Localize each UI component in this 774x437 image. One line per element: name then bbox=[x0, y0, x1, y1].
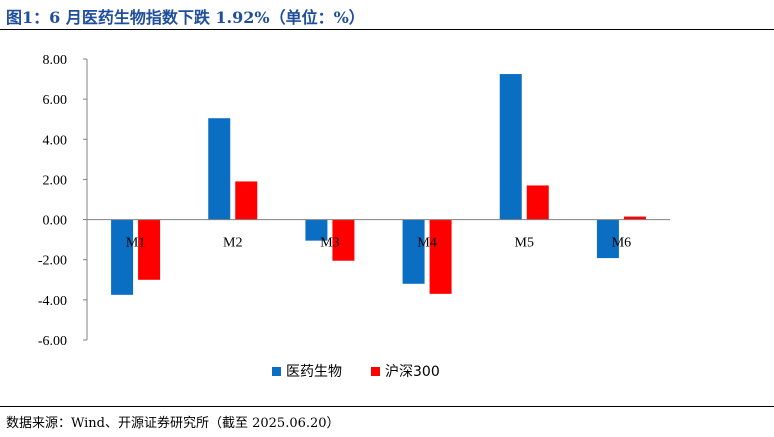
bar-series2-M4 bbox=[429, 219, 452, 294]
y-tick-label: 4.00 bbox=[43, 133, 68, 148]
x-tick-label: M4 bbox=[417, 236, 436, 251]
x-tick-label: M1 bbox=[126, 236, 145, 251]
y-tick-label: -4.00 bbox=[38, 294, 67, 309]
y-tick-label: -6.00 bbox=[38, 334, 67, 349]
bar-series1-M3 bbox=[305, 219, 328, 241]
bar-series2-M2 bbox=[235, 181, 258, 220]
bar-series2-M1 bbox=[138, 219, 161, 280]
y-tick-label: 6.00 bbox=[43, 93, 68, 108]
bar-series1-M1 bbox=[111, 219, 134, 295]
y-tick-label: -2.00 bbox=[38, 254, 67, 269]
y-tick-label: 0.00 bbox=[43, 214, 68, 229]
x-axis: M1 M2 M3 M4 M5 M6 bbox=[87, 219, 670, 251]
y-tick-label: 2.00 bbox=[43, 173, 68, 188]
y-axis: 8.00 6.00 4.00 2.00 0.00 -2.00 -4.00 -6.00 bbox=[38, 53, 88, 349]
bar-chart: 8.00 6.00 4.00 2.00 0.00 -2.00 -4.00 -6.00 M1 M2… bbox=[38, 53, 670, 380]
bar-series1-M6 bbox=[596, 219, 619, 259]
bottom-divider bbox=[0, 406, 774, 407]
legend-label-1: 医药生物 bbox=[286, 364, 342, 380]
chart-title: 图1：6 月医药生物指数下跌 1.92%（单位：%） bbox=[6, 8, 365, 27]
x-tick-label: M6 bbox=[612, 236, 631, 251]
bar-series2-M6 bbox=[623, 216, 646, 220]
legend-swatch-2 bbox=[371, 367, 380, 376]
bar-series2-M3 bbox=[332, 219, 355, 261]
x-tick-label: M5 bbox=[515, 236, 534, 251]
source-note: 数据来源：Wind、开源证券研究所（截至 2025.06.20） bbox=[6, 416, 340, 431]
legend-label-2: 沪深300 bbox=[385, 364, 440, 380]
bar-series1-M5 bbox=[499, 74, 522, 220]
top-divider bbox=[0, 29, 774, 30]
bar-series2-M5 bbox=[526, 185, 549, 220]
x-tick-label: M2 bbox=[223, 236, 242, 251]
bars-group bbox=[111, 74, 646, 295]
legend: 医药生物 沪深300 bbox=[272, 364, 440, 380]
y-tick-label: 8.00 bbox=[43, 53, 68, 68]
x-tick-label: M3 bbox=[320, 236, 339, 251]
bar-series1-M2 bbox=[208, 118, 231, 220]
bar-series1-M4 bbox=[402, 219, 425, 284]
legend-swatch-1 bbox=[272, 367, 281, 376]
